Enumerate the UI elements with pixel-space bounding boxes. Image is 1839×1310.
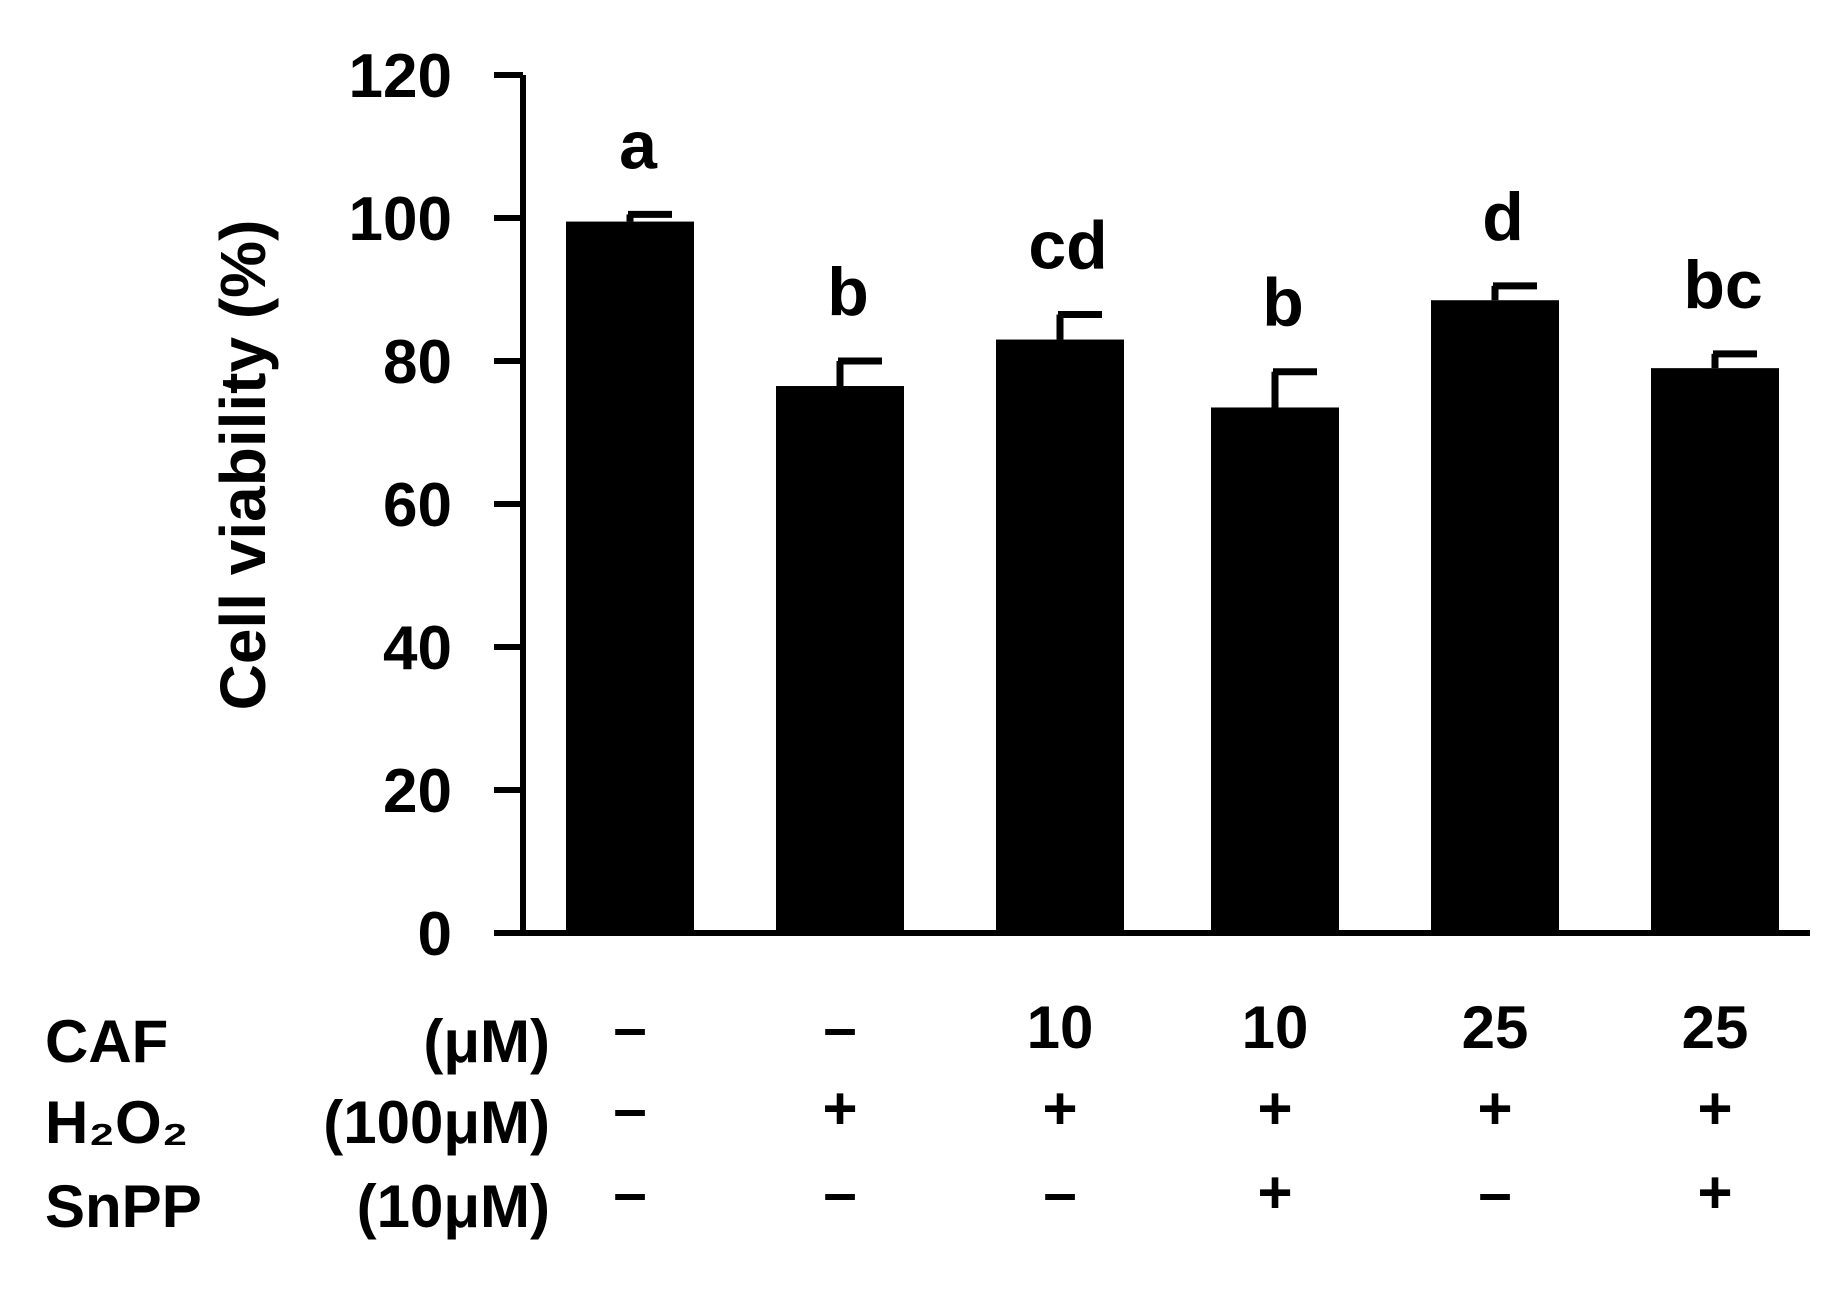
treatment-value: 25 <box>1682 994 1749 1061</box>
treatment-value: – <box>1478 1159 1511 1226</box>
y-tick-label: 0 <box>418 900 452 969</box>
treatment-value: + <box>1477 1075 1512 1142</box>
y-tick-label: 20 <box>383 757 452 826</box>
treatment-name: H₂O₂ <box>45 1089 188 1156</box>
y-tick-label: 120 <box>349 42 452 111</box>
plot-area: a b cd b d bc <box>566 107 1779 934</box>
treatment-value: + <box>1257 1159 1292 1226</box>
significance-letter: cd <box>1028 208 1107 284</box>
treatment-value: + <box>822 1075 857 1142</box>
treatment-unit: (10μM) <box>357 1173 550 1240</box>
bar <box>996 339 1124 933</box>
y-tick-label: 100 <box>349 185 452 254</box>
significance-letter: b <box>827 254 869 330</box>
treatment-value: 10 <box>1242 994 1309 1061</box>
y-tick-label: 40 <box>383 614 452 683</box>
y-tick-label: 80 <box>383 328 452 397</box>
y-axis-title: Cell viability (%) <box>207 220 279 711</box>
significance-letter: d <box>1482 179 1524 255</box>
significance-letter: b <box>1262 265 1304 341</box>
bar <box>566 221 694 933</box>
y-axis: 0 20 40 60 80 100 120 <box>349 42 1810 969</box>
treatment-value: 25 <box>1462 994 1529 1061</box>
treatment-value: – <box>823 1159 856 1226</box>
bar <box>1211 407 1339 934</box>
treatment-value: + <box>1697 1075 1732 1142</box>
treatment-value: – <box>613 994 646 1061</box>
bar <box>776 386 904 933</box>
treatment-unit: (μM) <box>423 1008 550 1075</box>
bar <box>1431 300 1559 934</box>
treatment-unit: (100μM) <box>323 1089 550 1156</box>
y-tick-label: 60 <box>383 471 452 540</box>
treatment-value: – <box>1043 1159 1076 1226</box>
treatment-value: + <box>1257 1075 1292 1142</box>
treatment-value: 10 <box>1027 994 1094 1061</box>
treatment-value: + <box>1697 1159 1732 1226</box>
treatment-value: – <box>613 1075 646 1142</box>
bar <box>1651 368 1779 933</box>
treatment-value: – <box>823 994 856 1061</box>
treatment-value: + <box>1042 1075 1077 1142</box>
treatment-name: SnPP <box>45 1173 202 1240</box>
treatment-value: – <box>613 1159 646 1226</box>
significance-letter: a <box>619 107 658 183</box>
treatment-name: CAF <box>45 1008 168 1075</box>
significance-letter: bc <box>1683 247 1762 323</box>
